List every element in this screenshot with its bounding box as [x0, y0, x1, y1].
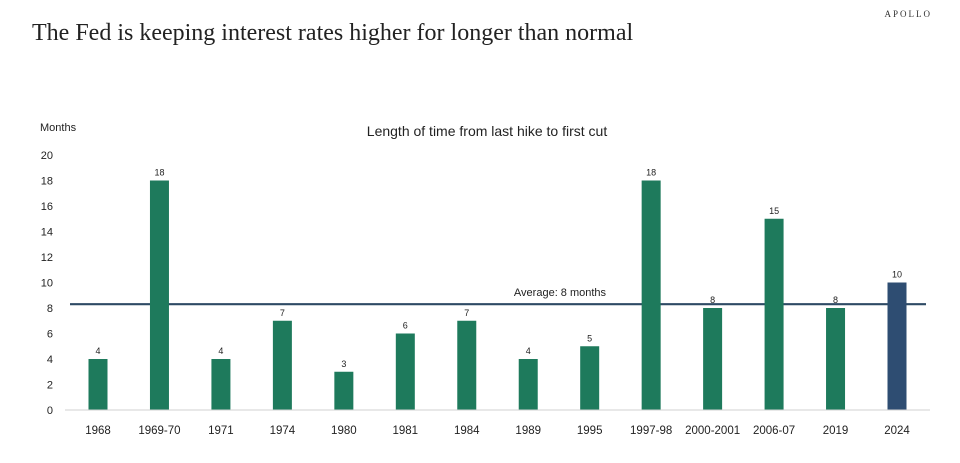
x-tick-label: 1974	[270, 425, 296, 437]
x-tick-label: 2024	[884, 425, 910, 437]
bar	[641, 180, 661, 410]
x-tick-label: 1980	[331, 425, 357, 437]
x-tick-label: 1984	[454, 425, 480, 437]
data-label: 4	[526, 346, 531, 356]
x-tick-label: 2000-2001	[685, 425, 740, 437]
data-label: 7	[280, 308, 285, 318]
data-label: 15	[769, 206, 779, 216]
bar	[334, 371, 354, 410]
x-tick-label: 1997-98	[630, 425, 672, 437]
y-tick-label: 12	[41, 252, 53, 264]
data-label: 6	[403, 321, 408, 331]
bar	[211, 359, 231, 410]
data-label: 4	[95, 346, 100, 356]
y-tick-label: 0	[47, 405, 53, 417]
bar	[764, 218, 784, 410]
data-label: 10	[892, 270, 902, 280]
data-label: 8	[710, 295, 715, 305]
average-label: Average: 8 months	[514, 287, 607, 299]
y-tick-label: 16	[41, 201, 53, 213]
bar	[272, 320, 292, 410]
bar	[88, 359, 108, 410]
brand-logo: APOLLO	[884, 9, 932, 19]
y-axis-label: Months	[40, 122, 77, 134]
data-label: 3	[341, 359, 346, 369]
y-tick-label: 2	[47, 380, 53, 392]
y-tick-label: 6	[47, 329, 53, 341]
bar	[518, 359, 538, 410]
x-tick-label: 1968	[85, 425, 111, 437]
bar	[887, 282, 907, 410]
bar	[395, 333, 415, 410]
y-tick-label: 8	[47, 303, 53, 315]
data-label: 18	[646, 168, 656, 178]
page-title: The Fed is keeping interest rates higher…	[32, 20, 634, 46]
x-tick-label: 2019	[823, 425, 849, 437]
data-label: 4	[218, 346, 223, 356]
x-tick-label: 1969-70	[138, 425, 180, 437]
y-tick-label: 18	[41, 176, 53, 188]
data-label: 18	[154, 168, 164, 178]
bar	[580, 346, 600, 410]
chart-title: Length of time from last hike to first c…	[367, 123, 608, 139]
y-tick-label: 14	[41, 227, 53, 239]
x-tick-label: 1995	[577, 425, 603, 437]
x-tick-label: 1981	[393, 425, 419, 437]
data-label: 5	[587, 333, 592, 343]
data-label: 8	[833, 295, 838, 305]
x-tick-label: 2006-07	[753, 425, 795, 437]
bar	[149, 180, 169, 410]
bar	[826, 308, 846, 410]
data-label: 7	[464, 308, 469, 318]
y-tick-label: 20	[41, 150, 53, 162]
bar	[457, 320, 477, 410]
x-tick-label: 1971	[208, 425, 234, 437]
bar	[703, 308, 723, 410]
y-tick-label: 10	[41, 278, 53, 290]
x-tick-label: 1989	[515, 425, 541, 437]
y-tick-label: 4	[47, 354, 53, 366]
